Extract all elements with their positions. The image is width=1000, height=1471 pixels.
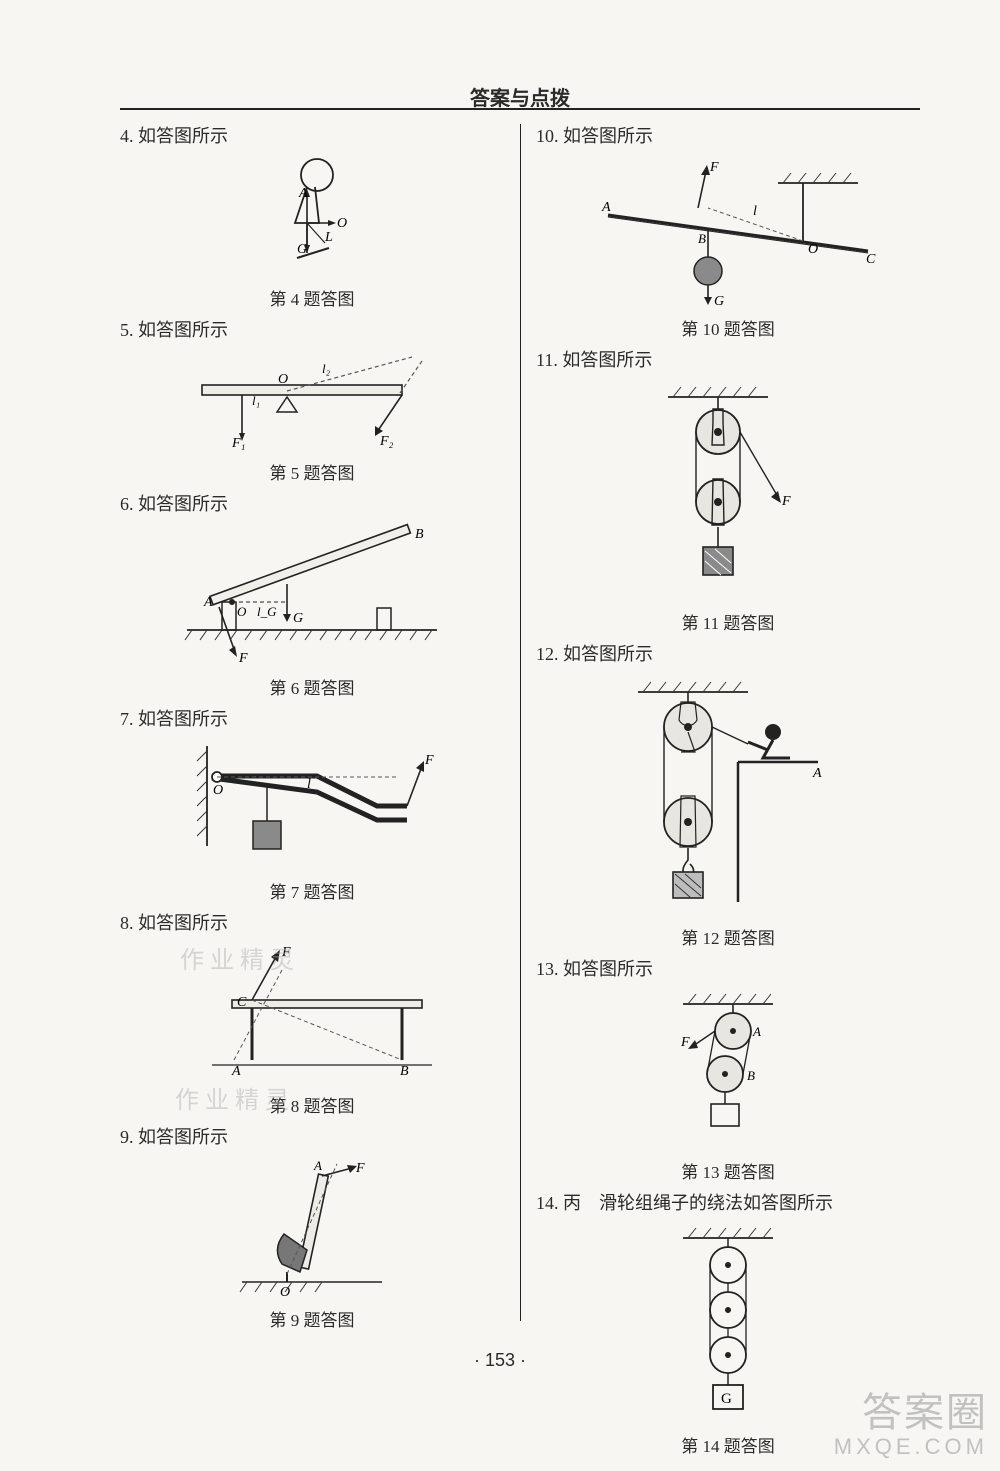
svg-text:l₂: l₂ xyxy=(322,361,331,376)
q4-figure: A O G L xyxy=(237,153,387,283)
svg-text:F: F xyxy=(238,651,248,666)
q8-text: 8. 如答图所示 xyxy=(120,911,504,936)
svg-text:A: A xyxy=(203,595,213,610)
item-q11: 11. 如答图所示 xyxy=(536,348,920,634)
item-q5: 5. 如答图所示 l₁ l₂ O F₁ F₂ 第 xyxy=(120,318,504,484)
svg-text:F: F xyxy=(424,753,434,768)
q11-caption: 第 11 题答图 xyxy=(536,609,920,634)
item-q7: 7. 如答图所示 xyxy=(120,707,504,903)
svg-text:A: A xyxy=(298,186,308,201)
q14-text: 14. 丙 滑轮组绳子的绕法如答图所示 xyxy=(536,1191,920,1216)
svg-text:O: O xyxy=(278,372,288,387)
svg-text:F: F xyxy=(281,945,291,960)
item-q6: 6. 如答图所示 xyxy=(120,492,504,698)
header-rule xyxy=(120,108,920,110)
item-q8: 8. 如答图所示 A B C F xyxy=(120,911,504,1117)
q7-caption: 第 7 题答图 xyxy=(120,878,504,903)
q8-caption: 第 8 题答图 xyxy=(120,1092,504,1117)
svg-text:B: B xyxy=(400,1064,409,1079)
q5-caption: 第 5 题答图 xyxy=(120,459,504,484)
svg-text:O: O xyxy=(237,604,247,619)
svg-text:L: L xyxy=(324,230,333,245)
svg-text:l_G: l_G xyxy=(257,604,277,619)
svg-text:B: B xyxy=(747,1068,755,1083)
svg-text:F: F xyxy=(709,160,719,175)
page-header-title: 答案与点拨 xyxy=(120,82,920,111)
q10-text: 10. 如答图所示 xyxy=(536,124,920,149)
item-q9: 9. 如答图所示 A xyxy=(120,1125,504,1331)
svg-text:G: G xyxy=(297,242,307,257)
q12-caption: 第 12 题答图 xyxy=(536,924,920,949)
svg-text:O: O xyxy=(213,783,223,798)
svg-text:G: G xyxy=(293,611,303,626)
q11-figure: F xyxy=(648,377,808,607)
item-q10: 10. 如答图所示 xyxy=(536,124,920,340)
svg-text:G: G xyxy=(721,1391,732,1407)
svg-text:B: B xyxy=(415,527,424,542)
page-number: · 153 · xyxy=(0,1350,1000,1371)
svg-text:F: F xyxy=(781,494,791,509)
svg-text:O: O xyxy=(280,1285,290,1300)
svg-text:F₁: F₁ xyxy=(231,436,245,451)
q13-figure: F A B xyxy=(653,986,803,1156)
q4-text: 4. 如答图所示 xyxy=(120,124,504,149)
q5-figure: l₁ l₂ O F₁ F₂ xyxy=(182,347,442,457)
svg-text:F: F xyxy=(680,1035,690,1050)
watermark-line1: 答案圈 xyxy=(834,1391,988,1435)
q9-text: 9. 如答图所示 xyxy=(120,1125,504,1150)
site-watermark: 答案圈 MXQE.COM xyxy=(834,1391,988,1459)
item-q4: 4. 如答图所示 A O G L xyxy=(120,124,504,310)
svg-text:O: O xyxy=(337,216,347,231)
q10-figure: A B O C l F G xyxy=(578,153,878,313)
svg-text:A: A xyxy=(812,766,822,781)
column-divider xyxy=(520,124,521,1321)
svg-text:C: C xyxy=(237,995,247,1010)
svg-text:A: A xyxy=(231,1064,241,1079)
q9-figure: A F O xyxy=(222,1154,402,1304)
svg-text:C: C xyxy=(866,252,876,267)
q7-text: 7. 如答图所示 xyxy=(120,707,504,732)
svg-text:l: l xyxy=(307,777,311,792)
q12-figure: A xyxy=(618,672,838,922)
q14-figure: G xyxy=(663,1220,793,1430)
q6-figure: A B O l_G G F xyxy=(177,522,447,672)
q7-figure: O l F xyxy=(177,736,447,876)
svg-text:l₁: l₁ xyxy=(252,393,260,408)
svg-text:O: O xyxy=(808,242,818,257)
svg-text:A: A xyxy=(313,1158,322,1173)
watermark-line2: MXQE.COM xyxy=(834,1435,988,1459)
q8-figure: A B C F xyxy=(172,940,452,1090)
svg-text:F₂: F₂ xyxy=(379,434,394,449)
q12-text: 12. 如答图所示 xyxy=(536,642,920,667)
left-column: 4. 如答图所示 A O G L xyxy=(120,124,504,1321)
svg-text:A: A xyxy=(752,1024,761,1039)
svg-text:A: A xyxy=(601,200,611,215)
page: 答案与点拨 4. 如答图所示 xyxy=(0,0,1000,1471)
q6-text: 6. 如答图所示 xyxy=(120,492,504,517)
svg-text:G: G xyxy=(714,294,724,309)
q10-caption: 第 10 题答图 xyxy=(536,315,920,340)
q9-caption: 第 9 题答图 xyxy=(120,1306,504,1331)
q13-text: 13. 如答图所示 xyxy=(536,957,920,982)
item-q12: 12. 如答图所示 xyxy=(536,642,920,948)
q11-text: 11. 如答图所示 xyxy=(536,348,920,373)
svg-text:F: F xyxy=(355,1161,365,1176)
svg-text:B: B xyxy=(698,231,706,246)
right-column: 10. 如答图所示 xyxy=(536,124,920,1321)
svg-text:l: l xyxy=(753,204,757,219)
columns: 4. 如答图所示 A O G L xyxy=(120,124,920,1321)
item-q13: 13. 如答图所示 xyxy=(536,957,920,1183)
q6-caption: 第 6 题答图 xyxy=(120,674,504,699)
q13-caption: 第 13 题答图 xyxy=(536,1158,920,1183)
q4-caption: 第 4 题答图 xyxy=(120,285,504,310)
q5-text: 5. 如答图所示 xyxy=(120,318,504,343)
